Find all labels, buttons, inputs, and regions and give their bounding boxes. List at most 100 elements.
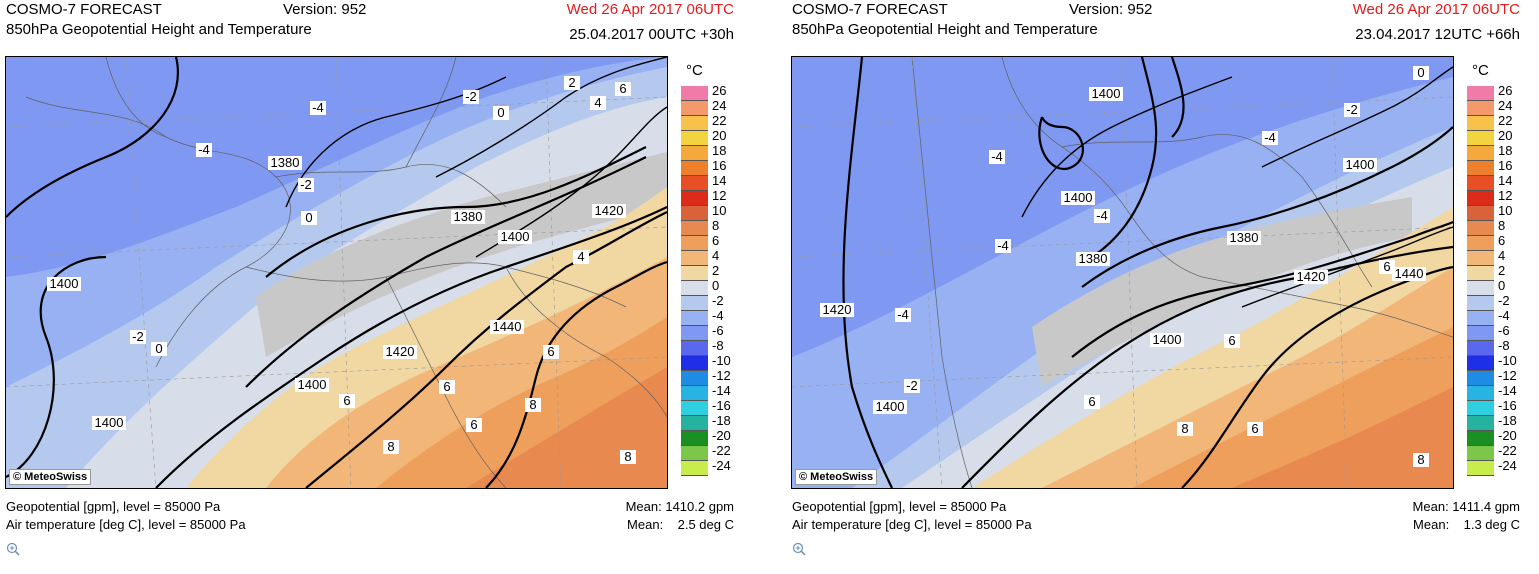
colorbar-step: -22 [681,443,753,461]
colorbar-step: -4 [1467,309,1539,326]
colorbar-swatch [681,191,708,206]
colorbar-swatch [1467,341,1494,356]
zoom-icon[interactable] [6,542,20,556]
colorbar-label: -12 [1498,368,1517,383]
colorbar-swatch [1467,446,1494,461]
colorbar-swatch [681,251,708,266]
colorbar-step: 26 [681,84,753,101]
colorbar-swatch [1467,191,1494,206]
colorbar-swatch [681,236,708,251]
colorbar-step: 2 [1467,263,1539,281]
colorbar-swatch [1467,86,1494,101]
contour-label: 0 [305,210,312,225]
colorbar-swatch [1467,431,1494,446]
contour-label: 8 [1417,452,1424,467]
colorbar-step: -24 [681,458,753,476]
colorbar-step: -4 [681,309,753,326]
contour-label: 1400 [876,399,905,414]
colorbar-step: -6 [681,323,753,341]
contour-label: 6 [343,393,350,408]
colorbar-label: 12 [1498,188,1513,203]
colorbar-swatch [1467,176,1494,191]
colorbar-step: 8 [681,219,753,236]
contour-label: 1380 [1079,251,1108,266]
contour-label: 0 [1417,65,1424,80]
colorbar-label: 26 [1498,83,1513,98]
colorbar-label: -20 [712,428,731,443]
contour-label: 1400 [95,415,124,430]
colorbar-step: 12 [1467,188,1539,206]
colorbar-label: 0 [1498,278,1506,293]
colorbar-label: 24 [712,98,727,113]
zoom-icon[interactable] [792,542,806,556]
colorbar-swatch [681,371,708,386]
colorbar-step: -8 [681,339,753,356]
colorbar-swatch [1467,146,1494,161]
colorbar-label: 2 [1498,263,1506,278]
meteoswiss-logo: © MeteoSwiss [9,469,92,485]
colorbar-swatch [681,161,708,176]
chart-subtitle: 850hPa Geopotential Height and Temperatu… [792,21,1098,38]
colorbar-unit: °C [686,62,703,79]
colorbar-swatch [681,131,708,146]
colorbar-swatch [1467,386,1494,401]
colorbar-step: 2 [681,264,753,281]
meteoswiss-logo: © MeteoSwiss [795,469,878,485]
colorbar-swatch [681,116,708,131]
contour-label: 6 [619,81,626,96]
colorbar-label: -24 [712,458,731,473]
colorbar-label: -22 [1498,443,1517,458]
colorbar-label: 8 [1498,218,1506,233]
contour-label: 1440 [1395,266,1424,281]
colorbar-label: -18 [712,413,731,428]
forecast-map[interactable]: -4 -4 -2 0 2 4 6 1380 -2 0 1380 1400 142… [5,56,668,489]
mean-geopotential: Mean: 1410.2 gpm [625,499,734,514]
colorbar-swatch [681,86,708,101]
colorbar-swatch [681,431,708,446]
colorbar-swatch [1467,281,1494,296]
colorbar-swatch [681,386,708,401]
colorbar-step: -14 [1467,383,1539,401]
contour-label: 1400 [50,276,79,291]
colorbar-swatch [1467,116,1494,131]
contour-label: 0 [497,105,504,120]
colorbar-swatch [681,206,708,221]
colorbar-swatch [681,296,708,311]
colorbar-label: -6 [712,323,724,338]
colorbar-label: -10 [712,353,731,368]
colorbar-step: -18 [681,413,753,431]
colorbar-label: 18 [712,143,727,158]
colorbar-swatch [1467,236,1494,251]
colorbar-swatch [681,311,708,326]
colorbar-swatch [1467,266,1494,281]
contour-label: 1440 [493,319,522,334]
temperature-colorbar: 26 24 22 20 18 16 14 12 10 8 6 4 2 0 -2 -4 -6 -8 -10 -12 -14… [681,84,753,476]
colorbar-step: 18 [1467,144,1539,161]
colorbar-label: -8 [1498,338,1510,353]
forecast-map[interactable]: 0 1400 -2 -4 -4 1400 1400 -4 -4 1380 138… [791,56,1454,489]
colorbar-step: 26 [1467,83,1539,101]
colorbar-label: -10 [1498,353,1517,368]
colorbar-label: -12 [712,368,731,383]
forecast-panel-right: COSMO-7 FORECAST 850hPa Geopotential Hei… [786,0,1536,574]
colorbar-swatch [1467,161,1494,176]
colorbar-swatch [681,266,708,281]
contour-label: 1400 [501,229,530,244]
colorbar-swatch [1467,461,1494,476]
colorbar-step: 24 [1467,99,1539,116]
contour-label: -2 [465,89,477,104]
colorbar-label: 12 [712,188,727,203]
colorbar-label: -14 [1498,383,1517,398]
chart-subtitle: 850hPa Geopotential Height and Temperatu… [6,21,312,38]
contour-label: -2 [906,378,918,393]
colorbar-step: 20 [681,128,753,146]
contour-label: 1400 [1064,190,1093,205]
colorbar-swatch [1467,251,1494,266]
colorbar-label: -2 [1498,293,1510,308]
mean-geopotential: Mean: 1411.4 gpm [1412,499,1520,514]
colorbar-label: -22 [712,443,731,458]
contour-label: -2 [1346,102,1358,117]
colorbar-label: -18 [1498,413,1517,428]
colorbar-label: 20 [712,128,727,143]
colorbar-label: 10 [1498,203,1513,218]
